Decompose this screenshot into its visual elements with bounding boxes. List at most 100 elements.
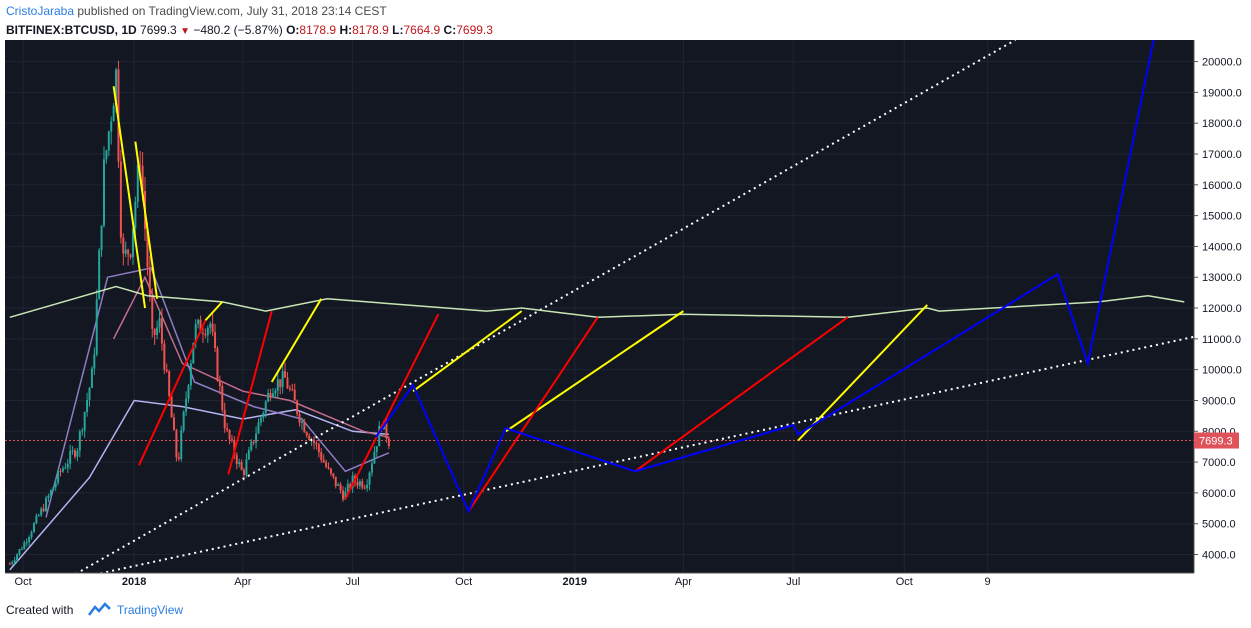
candle-body	[344, 491, 347, 500]
chart-area[interactable]: 4000.0 5000.0 6000.0 7000.0 8000.0 9000.0 1000…	[0, 36, 1251, 599]
candle-body	[259, 417, 262, 423]
y-tick-label: 16000.0	[1202, 180, 1242, 192]
chart-footer: Created with TradingView	[0, 588, 1251, 628]
candle-body	[255, 433, 258, 443]
y-tick-label: 10000.0	[1202, 365, 1242, 377]
created-with-label: Created with	[6, 603, 74, 617]
ma-lavender-line	[9, 399, 389, 571]
y-tick-label: 19000.0	[1202, 87, 1242, 99]
x-tick-label: Jul	[786, 576, 800, 588]
candle-body	[368, 472, 371, 485]
candle-body	[276, 379, 279, 391]
candle-body	[185, 398, 188, 412]
down-arrow-icon: ▼	[180, 26, 190, 37]
candle-body	[69, 451, 72, 464]
candle-body	[346, 484, 349, 492]
candle-body	[228, 430, 231, 440]
candle-body	[28, 537, 31, 543]
chart-header: CristoJaraba published on TradingView.co…	[0, 0, 1251, 40]
candle-body	[247, 449, 250, 460]
candle-body	[339, 484, 342, 491]
candle-body	[216, 348, 219, 381]
candle-body	[281, 371, 284, 388]
candle-body	[18, 549, 21, 555]
price-change: −480.2 (−5.87%)	[193, 23, 283, 37]
candle-body	[291, 388, 294, 390]
candle-body	[11, 562, 14, 564]
author-link[interactable]: CristoJaraba	[6, 4, 75, 18]
candle-body	[288, 388, 291, 390]
candle-body	[235, 455, 238, 464]
y-tick-label: 5000.0	[1202, 519, 1236, 531]
candle-body	[204, 334, 207, 336]
tradingview-logo-icon[interactable]	[87, 601, 111, 617]
candle-body	[129, 254, 132, 258]
candle-body	[37, 515, 40, 517]
candle-body	[59, 470, 62, 472]
candle-body	[223, 410, 226, 429]
close-value: 7699.3	[456, 23, 493, 37]
candle-body	[131, 228, 134, 258]
yellow-projection-line	[412, 310, 523, 393]
yellow-projection-line	[270, 298, 323, 383]
candle-body	[180, 430, 183, 460]
candle-body	[274, 390, 277, 394]
candle-body	[35, 515, 38, 524]
y-tick-label: 9000.0	[1202, 395, 1236, 407]
red-projection-line	[227, 310, 273, 475]
candle-body	[146, 229, 149, 267]
candle-body	[151, 295, 154, 329]
x-tick-label: Apr	[234, 576, 251, 588]
y-tick-label: 12000.0	[1202, 303, 1242, 315]
candle-body	[160, 318, 163, 344]
candle-body	[201, 333, 204, 335]
candle-body	[107, 131, 110, 151]
tradingview-link[interactable]: TradingView	[117, 603, 184, 617]
candle-body	[74, 450, 77, 457]
price-series	[8, 60, 390, 566]
dotted-trendline	[33, 39, 1016, 599]
candle-body	[317, 444, 320, 453]
price-chart[interactable]: 4000.05000.06000.07000.08000.09000.01000…	[0, 36, 1251, 599]
candle-body	[61, 468, 64, 472]
candle-body	[286, 377, 289, 389]
time-axis-background	[0, 573, 1251, 588]
candle-body	[385, 420, 388, 439]
red-projection-line	[344, 313, 440, 500]
candle-body	[189, 363, 192, 386]
blue-projection-path	[374, 36, 1156, 514]
candle-body	[329, 468, 332, 474]
candle-body	[115, 69, 118, 106]
y-tick-label: 6000.0	[1202, 488, 1236, 500]
candle-body	[245, 459, 248, 475]
open-value: 8178.9	[299, 23, 337, 37]
candle-body	[98, 250, 101, 300]
candle-body	[158, 318, 161, 328]
candle-body	[250, 441, 253, 450]
candle-body	[136, 164, 139, 202]
candle-body	[105, 150, 108, 160]
candle-body	[378, 426, 381, 447]
x-tick-label: Apr	[675, 576, 692, 588]
candle-body	[20, 549, 23, 551]
y-tick-label: 7000.0	[1202, 457, 1236, 469]
candle-body	[93, 354, 96, 369]
candle-body	[52, 487, 55, 491]
candle-body	[112, 105, 115, 122]
candle-body	[25, 542, 28, 544]
candle-body	[165, 369, 168, 372]
candle-body	[257, 422, 260, 434]
candle-body	[356, 482, 359, 486]
candle-body	[284, 371, 287, 378]
candle-body	[156, 327, 159, 335]
symbol-label[interactable]: BITFINEX:BTCUSD, 1D	[6, 23, 137, 37]
yellow-projection-line	[204, 301, 224, 322]
publish-info: published on TradingView.com, July 31, 2…	[77, 4, 387, 18]
candle-body	[230, 439, 233, 441]
yellow-projection-line	[112, 86, 147, 309]
x-tick-label: Jul	[346, 576, 360, 588]
price-axis-background	[1194, 40, 1251, 573]
candle-body	[264, 401, 267, 414]
low-label: L:	[392, 23, 404, 37]
red-projection-line	[467, 316, 599, 512]
